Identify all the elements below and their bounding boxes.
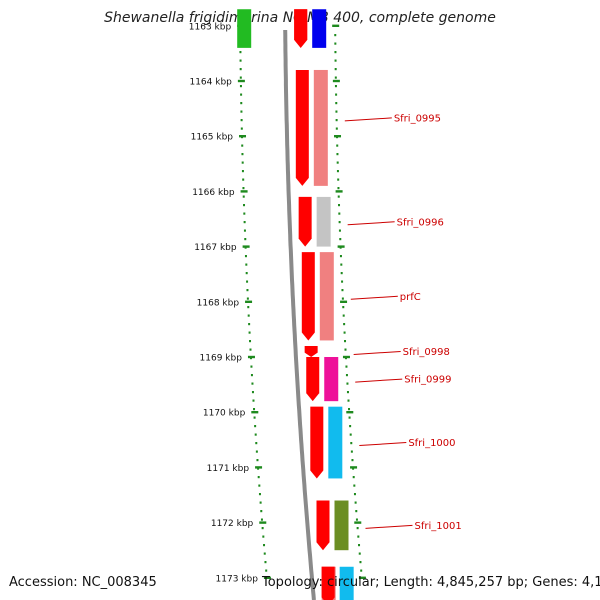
gene-labels: Sfri_0995 Sfri_0996 prfC Sfri_0998 Sfri_0999… xyxy=(344,113,462,532)
label-leader xyxy=(350,295,398,300)
tick-label: 1165 kbp xyxy=(191,133,234,143)
gene-label[interactable]: Sfri_0999 xyxy=(404,375,451,386)
gene-feature[interactable] xyxy=(339,566,354,600)
gene-feature[interactable] xyxy=(313,69,328,186)
tick-mark xyxy=(247,355,255,359)
tick-mark xyxy=(354,521,362,524)
tick-label: 1173 kbp xyxy=(216,574,259,584)
cds-arrow[interactable] xyxy=(294,9,308,48)
tick-label: 1167 kbp xyxy=(194,243,237,253)
cds-arrow[interactable] xyxy=(301,252,315,341)
tick-mark xyxy=(340,300,348,303)
tick-label: 1171 kbp xyxy=(207,464,250,474)
inner-dotted-guide xyxy=(239,34,268,572)
topology-text: Topology: circular; Length: 4,845,257 bp… xyxy=(262,575,600,590)
tick-mark xyxy=(346,411,354,414)
tick-mark xyxy=(335,190,343,193)
tick-label: 1164 kbp xyxy=(189,78,232,88)
tick-label: 1163 kbp xyxy=(189,22,232,32)
cds-arrow[interactable] xyxy=(321,566,335,600)
tick-mark xyxy=(255,466,263,469)
tick-mark xyxy=(358,576,366,579)
cds-arrow[interactable] xyxy=(316,500,330,551)
tick-label: 1172 kbp xyxy=(211,519,254,529)
label-leader xyxy=(365,524,413,529)
tick-mark xyxy=(251,411,259,414)
label-leader xyxy=(344,117,392,122)
gene-features xyxy=(237,9,354,600)
tick-marks: 1163 kbp 1164 kbp 1165 kbp 1166 kbp 1167 kbp… xyxy=(189,22,366,584)
gene-feature[interactable] xyxy=(316,196,331,247)
label-leader xyxy=(353,350,401,355)
tick-mark xyxy=(332,24,340,27)
gene-feature[interactable] xyxy=(237,9,252,48)
cds-arrow[interactable] xyxy=(304,345,318,357)
tick-mark xyxy=(342,355,350,359)
accession-text: Accession: NC_008345 xyxy=(9,575,157,590)
tick-mark xyxy=(350,466,358,469)
backbone-line xyxy=(283,29,316,600)
gene-label[interactable]: Sfri_0998 xyxy=(403,347,450,358)
backbone xyxy=(283,29,316,600)
tick-mark xyxy=(239,135,247,138)
tick-mark xyxy=(337,245,345,248)
label-leader xyxy=(347,221,395,226)
gene-feature[interactable] xyxy=(324,357,339,402)
gene-label[interactable]: Sfri_1000 xyxy=(408,438,455,449)
gene-label[interactable]: prfC xyxy=(400,292,421,303)
gene-feature[interactable] xyxy=(334,500,349,551)
tick-mark xyxy=(245,300,253,303)
tick-label: 1166 kbp xyxy=(192,188,235,198)
outer-dotted-guide xyxy=(334,34,363,572)
tick-mark xyxy=(263,576,271,579)
dotted-guides xyxy=(239,34,363,572)
tick-mark xyxy=(332,79,340,83)
gene-label[interactable]: Sfri_0995 xyxy=(394,113,441,124)
tick-mark xyxy=(240,190,248,193)
gene-feature[interactable] xyxy=(312,9,327,48)
cds-arrow[interactable] xyxy=(298,196,312,247)
gene-feature[interactable] xyxy=(328,406,343,479)
cds-arrow[interactable] xyxy=(295,69,309,186)
tick-label: 1170 kbp xyxy=(203,409,246,419)
tick-mark xyxy=(259,521,267,524)
gene-label[interactable]: Sfri_0996 xyxy=(397,217,444,228)
label-leader xyxy=(355,378,403,383)
label-leader xyxy=(359,442,407,447)
cds-arrow[interactable] xyxy=(310,406,324,479)
cds-arrow[interactable] xyxy=(306,357,320,402)
tick-mark xyxy=(242,245,250,248)
tick-label: 1168 kbp xyxy=(197,298,240,308)
gene-label[interactable]: Sfri_1001 xyxy=(414,521,461,532)
tick-mark xyxy=(334,135,342,138)
tick-mark xyxy=(237,79,245,83)
tick-label: 1169 kbp xyxy=(200,354,243,364)
gene-feature[interactable] xyxy=(319,252,334,341)
